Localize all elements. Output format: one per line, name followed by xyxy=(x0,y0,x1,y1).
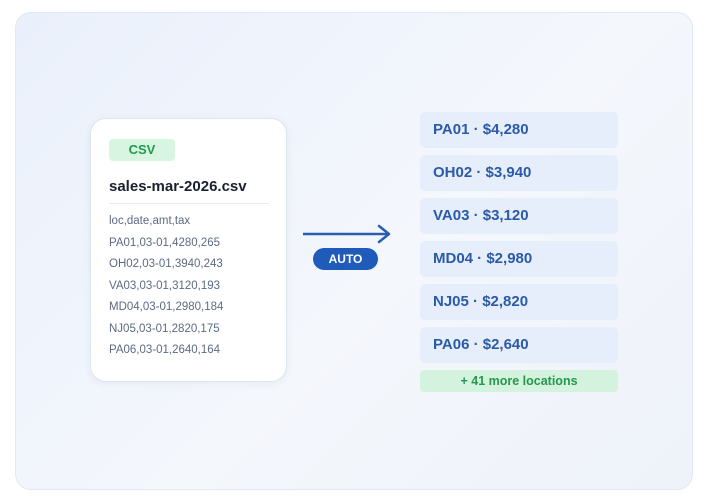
auto-label: AUTO xyxy=(313,248,378,270)
csv-line: loc,date,amt,tax xyxy=(109,215,191,227)
filename: sales-mar-2026.csv xyxy=(109,178,247,195)
badge: CSV xyxy=(109,139,175,161)
divider xyxy=(109,203,269,204)
source-card: CSV sales-mar-2026.csv loc,date,amt,tax P… xyxy=(90,118,287,382)
result-item: NJ05 · $2,820 xyxy=(420,284,618,320)
result-item: MD04 · $2,980 xyxy=(420,241,618,277)
csv-line: MD04,03-01,2980,184 xyxy=(109,301,224,313)
result-item: PA01 · $4,280 xyxy=(420,112,618,148)
result-item: VA03 · $3,120 xyxy=(420,198,618,234)
more-locations: + 41 more locations xyxy=(420,370,618,392)
arrow-head xyxy=(377,224,391,244)
arrow xyxy=(303,224,391,244)
csv-line: OH02,03-01,3940,243 xyxy=(109,258,223,270)
csv-line: PA06,03-01,2640,164 xyxy=(109,344,221,356)
csv-line: PA01,03-01,4280,265 xyxy=(109,236,221,249)
result-item: OH02 · $3,940 xyxy=(420,155,618,191)
csv-line: VA03,03-01,3120,193 xyxy=(109,279,221,292)
csv-line: NJ05,03-01,2820,175 xyxy=(109,322,220,335)
result-item: PA06 · $2,640 xyxy=(420,327,618,363)
